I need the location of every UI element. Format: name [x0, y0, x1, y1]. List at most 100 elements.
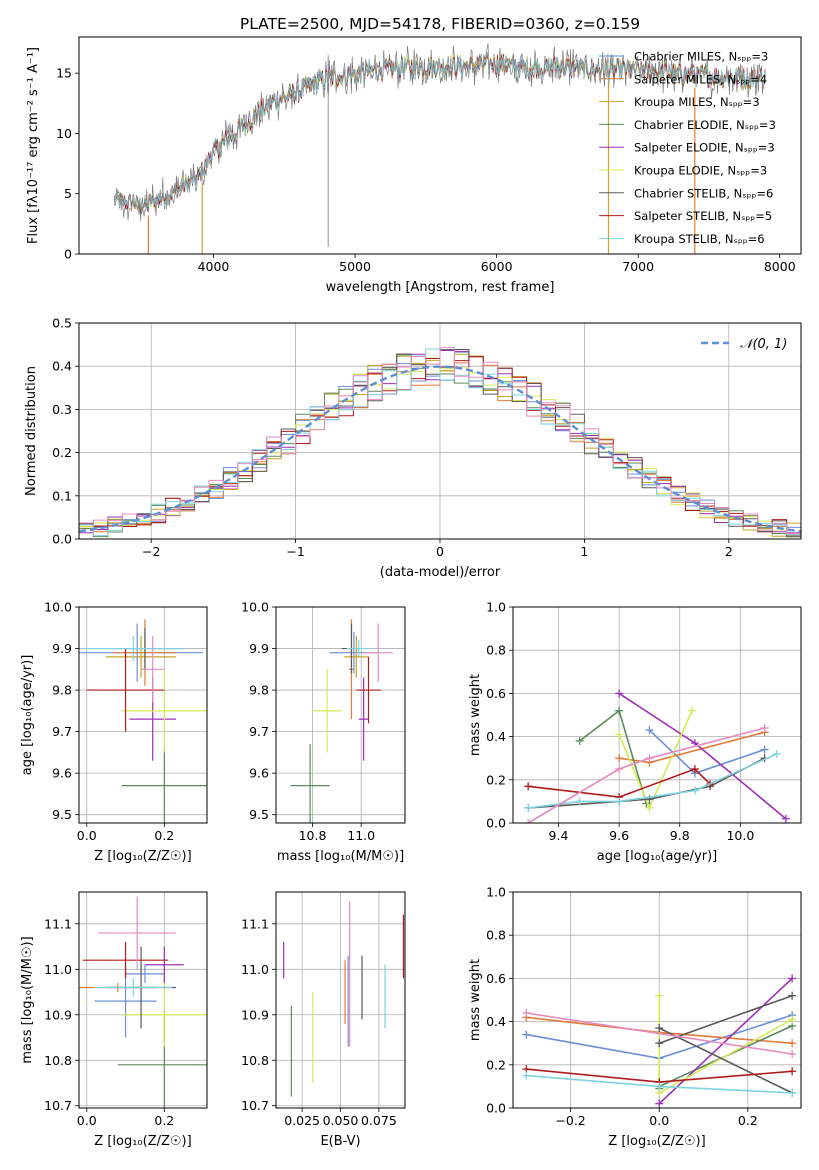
weight-marker	[575, 797, 584, 806]
weight-marker	[615, 706, 624, 715]
y-tick-label: 0.0	[486, 1101, 506, 1116]
y-tick-label: 9.6	[52, 766, 72, 781]
x-tick-label: −1	[286, 544, 304, 559]
y-tick-label: 9.9	[249, 641, 269, 656]
x-tick-label: 2	[725, 544, 733, 559]
errorbar-point	[82, 636, 184, 661]
x-tick-label: 5000	[339, 259, 371, 274]
legend-entry: Salpeter ELODIE, Nₛₚₚ=3	[634, 141, 775, 155]
y-tick-label: 0.4	[486, 729, 506, 744]
weight_vs_Z-axes: −0.2 0.0 0.2 0.0 0.2 0.4 0.6 0.8 1.0 Z [log₁₀(Z/Z…	[468, 885, 802, 1149]
x-tick-label: 0.0	[77, 1113, 97, 1128]
x-tick-label: 0	[436, 544, 444, 559]
weight-marker	[524, 782, 533, 791]
weight-marker	[615, 797, 624, 806]
x-tick-label: 9.6	[609, 828, 629, 843]
errorbar-point	[125, 964, 165, 983]
x-tick-label: 8000	[764, 259, 796, 274]
mass_vs_Z-axes: 0.0 0.2 10.7 10.8 10.9 11.0 11.1 Z [log₁₀(Z/Z☉)…	[20, 891, 208, 1149]
y-tick-label: 0.0	[52, 532, 72, 547]
y-tick-label: 10.0	[44, 600, 72, 615]
axes-frame	[275, 606, 406, 824]
weight-marker	[655, 1099, 664, 1108]
x-tick-label: 0.0	[649, 1113, 669, 1128]
errorbar-point	[121, 982, 207, 1047]
y-tick-label: 11.0	[44, 962, 72, 977]
y-tick-label: 1.0	[486, 600, 506, 615]
legend-entry: Salpeter MILES, Nₛₚₚ=4	[634, 72, 767, 86]
mass_vs_ebv-axes: 0.025 0.050 0.075 10.7 10.8 10.9 11.0 11.1 E(B-V…	[241, 891, 406, 1149]
weight-marker	[788, 991, 797, 1000]
mass_vs_ebv-plot-area	[276, 892, 405, 1108]
x-tick-label: 9.8	[670, 828, 690, 843]
weight-marker	[690, 786, 699, 795]
y-tick-label: 0	[64, 247, 72, 262]
gaussian-curve	[79, 365, 801, 533]
y-tick-label: 10.7	[241, 1098, 269, 1113]
legend-entry: Kroupa ELODIE, Nₛₚₚ=3	[634, 164, 767, 178]
x-axis-label: Z [log₁₀(Z/Z☉)]	[94, 1134, 191, 1149]
y-tick-label: 1.0	[486, 885, 506, 900]
spectrum-legend: Chabrier MILES, Nₛₚₚ=3 Salpeter MILES, Nₛ…	[599, 50, 776, 246]
x-axis-label: E(B-V)	[320, 1134, 360, 1149]
legend-entry: 𝒩(0, 1)	[740, 337, 787, 352]
errorbar-point	[121, 669, 207, 753]
y-tick-label: 9.7	[52, 724, 72, 739]
y-tick-label: 15	[56, 66, 72, 81]
weight-marker	[615, 689, 624, 698]
axes-frame	[275, 891, 406, 1109]
errorbar-point	[98, 896, 176, 970]
x-tick-label: 0.025	[284, 1113, 320, 1128]
x-axis-label: age [log₁₀(age/yr)]	[597, 849, 718, 864]
legend-entry: Chabrier ELODIE, Nₛₚₚ=3	[634, 118, 776, 132]
y-tick-label: 11.1	[241, 916, 269, 931]
y-tick-label: 0.4	[486, 1014, 506, 1029]
weight-marker	[760, 723, 769, 732]
weight-marker	[615, 765, 624, 773]
x-tick-label: 10.0	[726, 828, 754, 843]
weight-marker	[524, 819, 533, 823]
age_vs_Z-axes: 0.0 0.2 9.5 9.6 9.7 9.8 9.9 10.0 Z [log₁₀(Z/Z☉)]…	[20, 600, 208, 864]
errorbar-point	[86, 648, 165, 732]
weight-marker	[655, 1039, 664, 1048]
weight_vs_Z-plot-area	[513, 892, 801, 1108]
errorbar-point	[82, 942, 169, 979]
y-tick-label: 10.8	[44, 1053, 72, 1068]
mass_vs_Z-plot-area	[79, 892, 207, 1108]
errorbar-point	[356, 656, 381, 724]
errorbar-point	[106, 636, 176, 678]
y-tick-label: 9.9	[52, 641, 72, 656]
histogram-step	[79, 347, 801, 539]
x-tick-label: 0.050	[323, 1113, 359, 1128]
errorbar-point	[346, 640, 371, 657]
y-tick-label: 0.2	[486, 1057, 506, 1072]
y-tick-label: 10	[56, 126, 72, 141]
spectrum-axes: 4000 5000 6000 7000 8000 0 5 10 15 wavelength [An…	[26, 36, 802, 295]
axes-frame	[78, 606, 208, 824]
weight-marker	[760, 745, 769, 754]
y-tick-label: 0.8	[486, 928, 506, 943]
y-tick-label: 0.1	[52, 488, 72, 503]
y-tick-label: 0.3	[52, 402, 72, 417]
weight-series-line	[528, 768, 711, 798]
spectrum-data-line	[114, 43, 766, 221]
weight-marker	[655, 1082, 664, 1091]
y-tick-label: 9.5	[249, 807, 269, 822]
residuals-axes: −2 −1 0 1 2 0.0 0.1 0.2 0.3 0.4 0.5 (data-model)/er…	[24, 316, 802, 580]
x-tick-label: 0.0	[77, 828, 97, 843]
axes-frame	[512, 606, 802, 824]
y-axis-label: mass weight	[468, 674, 483, 756]
x-axis-label: Z [log₁₀(Z/Z☉)]	[94, 849, 191, 864]
x-tick-label: 10.8	[299, 828, 327, 843]
x-tick-label: 0.2	[154, 828, 174, 843]
weight-marker	[788, 1067, 797, 1076]
y-tick-label: 9.6	[249, 766, 269, 781]
weight-series-line	[527, 727, 765, 823]
x-tick-label: 11.0	[347, 828, 375, 843]
x-axis-label: wavelength [Angstrom, rest frame]	[326, 280, 555, 295]
weight-marker	[522, 1030, 531, 1039]
y-tick-label: 0.4	[52, 359, 72, 374]
weight_vs_age-axes: 9.4 9.6 9.8 10.0 0.0 0.2 0.4 0.6 0.8 1.0 age [log₁…	[468, 600, 802, 864]
y-tick-label: 9.7	[249, 724, 269, 739]
